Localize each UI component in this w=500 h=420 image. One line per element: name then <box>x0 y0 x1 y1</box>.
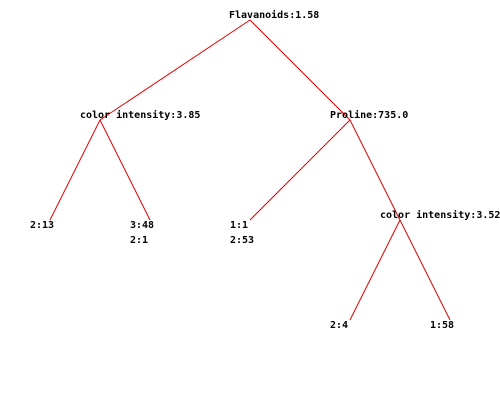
edge-color-intensity-right-to-leaf-d <box>349 219 401 321</box>
leaf-class-count: 2:4 <box>330 320 349 331</box>
leaf-class-count: 2:1 <box>130 235 149 246</box>
edge-color-intensity-left-to-leaf-b <box>99 119 151 221</box>
leaf-node-a: 2:13 <box>30 220 54 232</box>
leaf-class-count: 2:13 <box>30 220 55 231</box>
leaf-node-b: 3:48 2:1 <box>130 220 154 247</box>
leaf-node-e: 1:58 <box>430 320 454 332</box>
edge-root-to-color-intensity-left <box>99 19 251 121</box>
edge-root-to-proline <box>249 19 351 121</box>
node-color-intensity-right: color intensity:3.52 <box>380 210 500 221</box>
edge-proline-to-leaf-c <box>249 119 351 221</box>
leaf-node-c: 1:1 2:53 <box>230 220 254 247</box>
leaf-class-count: 3:48 <box>130 220 155 231</box>
leaf-class-count: 1:1 <box>230 220 249 231</box>
node-color-intensity-left: color intensity:3.85 <box>80 110 201 121</box>
edge-color-intensity-right-to-leaf-e <box>399 219 451 321</box>
leaf-class-count: 1:58 <box>430 320 455 331</box>
leaf-class-count: 2:53 <box>230 235 255 246</box>
edge-color-intensity-left-to-leaf-a <box>49 119 101 221</box>
node-proline: Proline:735.0 <box>330 110 409 121</box>
node-root-flavanoids: Flavanoids:1.58 <box>229 10 320 21</box>
edge-proline-to-color-intensity-right <box>349 119 401 221</box>
leaf-node-d: 2:4 <box>330 320 348 332</box>
